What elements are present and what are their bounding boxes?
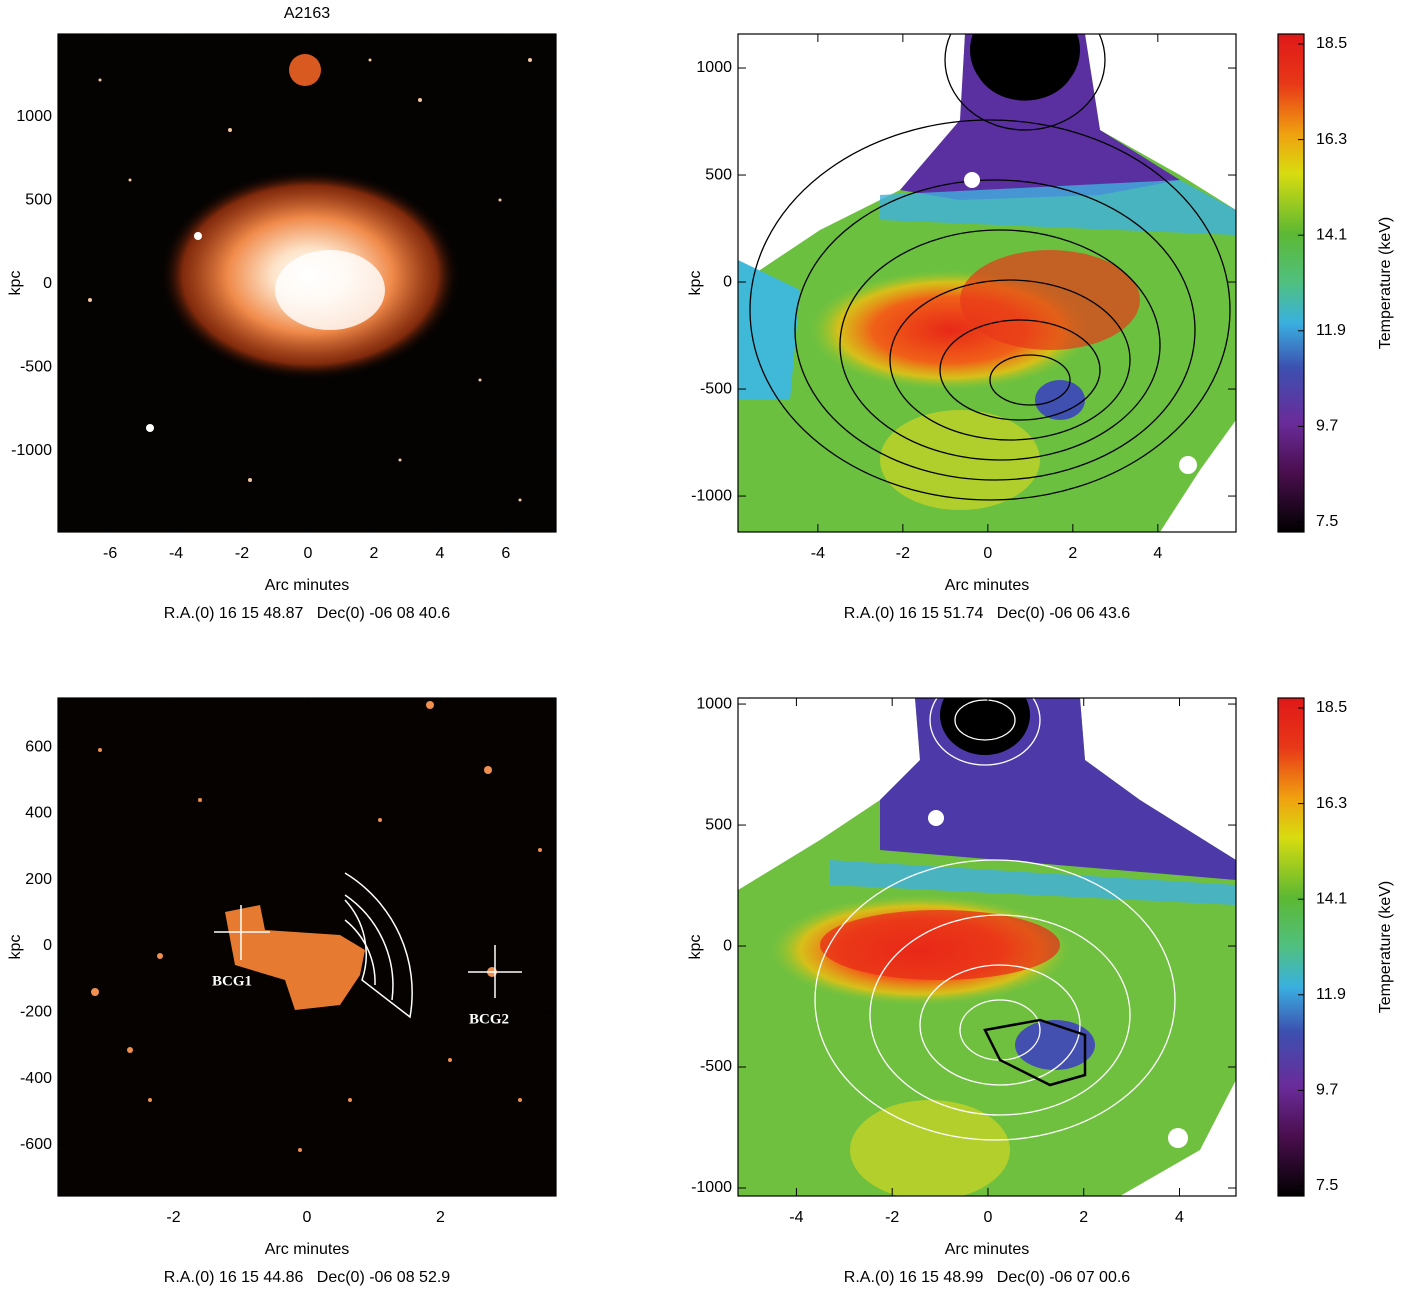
plot-frame <box>737 697 1237 1197</box>
x-tick-label: 2 <box>369 545 378 562</box>
x-tick-label: 4 <box>1153 545 1162 562</box>
y-axis-label: kpc <box>687 935 704 960</box>
y-tick-label: 0 <box>43 275 52 292</box>
y-tick-label: 200 <box>25 871 52 888</box>
x-tick-label: -2 <box>896 545 910 562</box>
x-tick-label: 2 <box>1068 545 1077 562</box>
temperature-map <box>738 698 1236 1196</box>
y-axis-label: kpc <box>687 271 704 296</box>
colorbar-tick-label: 18.5 <box>1316 699 1347 716</box>
x-axis-label: Arc minutes <box>945 1241 1029 1258</box>
colorbar-tick-label: 18.5 <box>1316 35 1347 52</box>
x-tick-label: -4 <box>789 1209 803 1226</box>
x-tick-label: -4 <box>811 545 825 562</box>
coordinates: R.A.(0) 16 15 44.86 Dec(0) -06 08 52.9 <box>164 1269 450 1286</box>
x-tick-label: -2 <box>166 1209 180 1226</box>
colorbar-tick-label: 7.5 <box>1316 513 1338 530</box>
y-tick-label: -1000 <box>691 487 732 504</box>
y-tick-label: 1000 <box>696 695 732 712</box>
x-tick-label: 2 <box>1079 1209 1088 1226</box>
colorbar <box>1278 34 1304 532</box>
xray-optical-image <box>58 34 556 532</box>
x-tick-label: -6 <box>103 545 117 562</box>
colorbar-frame <box>1277 697 1305 1197</box>
y-tick-label: -600 <box>20 1136 52 1153</box>
x-tick-label: 4 <box>435 545 444 562</box>
y-tick-label: 500 <box>25 192 52 209</box>
x-tick-label: -2 <box>885 1209 899 1226</box>
annotation: BCG1 <box>212 973 252 989</box>
x-tick-label: 4 <box>1175 1209 1184 1226</box>
x-tick-label: -2 <box>235 545 249 562</box>
annotation: BCG2 <box>469 1011 509 1027</box>
y-tick-label: 0 <box>723 273 732 290</box>
coordinates: R.A.(0) 16 15 51.74 Dec(0) -06 06 43.6 <box>844 605 1130 622</box>
y-axis-label: kpc <box>7 271 24 296</box>
plot-frame <box>737 33 1237 533</box>
y-tick-label: -200 <box>20 1004 52 1021</box>
x-tick-label: 0 <box>303 1209 312 1226</box>
coordinates: R.A.(0) 16 15 48.87 Dec(0) -06 08 40.6 <box>164 605 450 622</box>
y-tick-label: 0 <box>43 937 52 954</box>
y-tick-label: -500 <box>20 359 52 376</box>
y-tick-label: -500 <box>700 1058 732 1075</box>
colorbar-frame <box>1277 33 1305 533</box>
y-tick-label: 400 <box>25 805 52 822</box>
x-tick-label: 6 <box>501 545 510 562</box>
y-tick-label: 500 <box>705 816 732 833</box>
colorbar-label: Temperature (keV) <box>1377 881 1394 1014</box>
coordinates: R.A.(0) 16 15 48.99 Dec(0) -06 07 00.6 <box>844 1269 1130 1286</box>
colorbar-tick-label: 16.3 <box>1316 131 1347 148</box>
colorbar-tick-label: 16.3 <box>1316 795 1347 812</box>
plot-frame <box>57 33 557 533</box>
x-tick-label: -4 <box>169 545 183 562</box>
colorbar-tick-label: 14.1 <box>1316 890 1347 907</box>
colorbar-tick-label: 7.5 <box>1316 1177 1338 1194</box>
x-tick-label: 0 <box>304 545 313 562</box>
x-tick-label: 0 <box>983 545 992 562</box>
y-tick-label: 600 <box>25 738 52 755</box>
colorbar-tick-label: 14.1 <box>1316 226 1347 243</box>
colorbar-tick-label: 11.9 <box>1316 322 1346 339</box>
colorbar-tick-label: 9.7 <box>1316 1082 1338 1099</box>
optical-image <box>58 698 556 1196</box>
x-tick-label: 2 <box>436 1209 445 1226</box>
y-tick-label: 1000 <box>16 108 52 125</box>
chart-title: A2163 <box>284 5 330 22</box>
colorbar-tick-label: 9.7 <box>1316 418 1338 435</box>
y-tick-label: -400 <box>20 1070 52 1087</box>
temperature-map <box>738 34 1236 532</box>
y-tick-label: -1000 <box>691 1179 732 1196</box>
y-tick-label: -1000 <box>11 442 52 459</box>
y-tick-label: 500 <box>705 166 732 183</box>
colorbar <box>1278 698 1304 1196</box>
y-tick-label: 0 <box>723 937 732 954</box>
colorbar-tick-label: 11.9 <box>1316 986 1346 1003</box>
x-tick-label: 0 <box>984 1209 993 1226</box>
y-tick-label: 1000 <box>696 59 732 76</box>
colorbar-label: Temperature (keV) <box>1377 217 1394 350</box>
x-axis-label: Arc minutes <box>265 577 349 594</box>
y-axis-label: kpc <box>7 935 24 960</box>
x-axis-label: Arc minutes <box>945 577 1029 594</box>
y-tick-label: -500 <box>700 380 732 397</box>
x-axis-label: Arc minutes <box>265 1241 349 1258</box>
